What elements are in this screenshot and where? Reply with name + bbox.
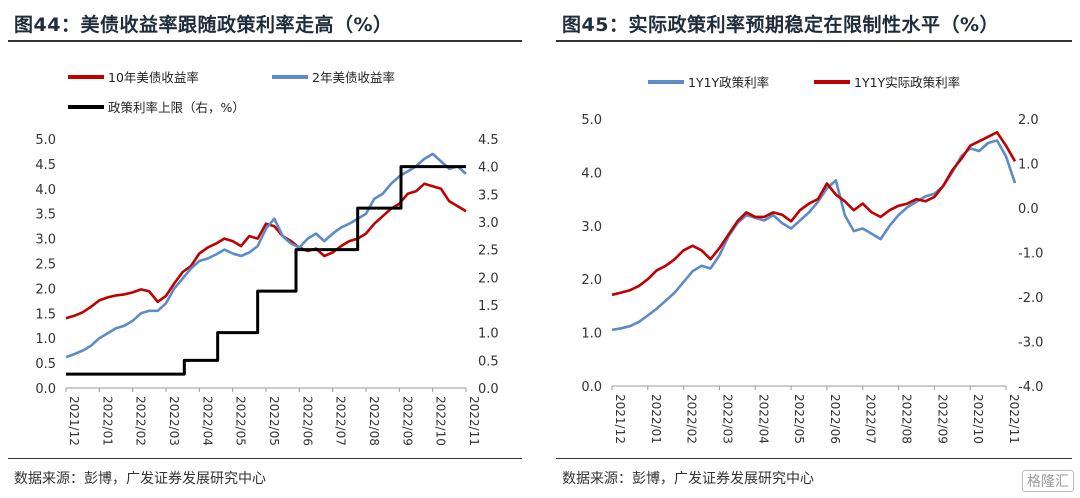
y-right-tick-label: 4.5 bbox=[478, 133, 499, 148]
x-tick-label: 2022/05 bbox=[267, 396, 281, 446]
x-tick-label: 2022/11 bbox=[1007, 394, 1021, 444]
y-left-tick-label: 2.5 bbox=[35, 258, 56, 273]
y-left-tick-label: 5.0 bbox=[581, 113, 602, 128]
title-rule bbox=[8, 40, 522, 42]
legend-label: 1Y1Y政策利率 bbox=[688, 75, 769, 90]
y-right-tick-label: 3.5 bbox=[478, 188, 499, 203]
series-line bbox=[65, 182, 467, 320]
y-left-tick-label: 3.0 bbox=[581, 220, 602, 235]
y-right-tick-label: 1.0 bbox=[478, 327, 499, 342]
y-left-tick-label: 1.0 bbox=[35, 332, 56, 347]
x-tick-label: 2022/07 bbox=[864, 394, 878, 444]
legend-label: 10年美债收益率 bbox=[108, 70, 199, 85]
y-right-tick-label: 2.5 bbox=[478, 244, 499, 259]
left-panel: 图44：美债收益率跟随政策利率走高（%） 0.0 0.5 1.0 1.5 2.0 2.5 3… bbox=[0, 0, 530, 498]
x-tick-label: 2022/03 bbox=[167, 396, 181, 446]
y-left-tick-label: 0.5 bbox=[35, 357, 56, 372]
right-chart: 0.0 1.0 2.0 3.0 4.0 5.0 -4.0 -3.0 -2.0 -1.0 0.0 1.0… bbox=[581, 75, 1043, 444]
source-note: 数据来源：彭博，广发证券发展研究中心 bbox=[562, 471, 814, 487]
x-tick-label: 2022/05 bbox=[792, 394, 806, 444]
y-left-tick-label: 3.0 bbox=[35, 233, 56, 248]
x-tick-label: 2022/05 bbox=[234, 396, 248, 446]
y-left-tick-label: 2.0 bbox=[581, 273, 602, 288]
y-left-tick-label: 4.5 bbox=[35, 158, 56, 173]
x-tick-label: 2022/02 bbox=[685, 394, 699, 444]
legend-label: 政策利率上限（右，%） bbox=[108, 100, 245, 115]
title-rule bbox=[556, 40, 1072, 42]
x-tick-label: 2022/04 bbox=[200, 396, 214, 446]
source-rule bbox=[8, 458, 522, 459]
source-note: 数据来源：彭博，广发证券发展研究中心 bbox=[14, 471, 266, 487]
y-left-tick-label: 2.0 bbox=[35, 282, 56, 297]
chart-title: 图45：实际政策利率预期稳定在限制性水平（%） bbox=[562, 14, 999, 36]
x-tick-label: 2022/08 bbox=[367, 396, 381, 446]
x-tick-label: 2022/02 bbox=[134, 396, 148, 446]
x-tick-label: 2021/12 bbox=[613, 394, 627, 444]
y-right-tick-label: -3.0 bbox=[1018, 336, 1043, 351]
y-right-tick-label: 0.5 bbox=[478, 354, 499, 369]
y-right-tick-label: 0.0 bbox=[1018, 202, 1039, 217]
x-tick-label: 2022/10 bbox=[434, 396, 448, 446]
x-tick-label: 2022/01 bbox=[649, 394, 663, 444]
x-tick-label: 2022/10 bbox=[971, 394, 985, 444]
series-line bbox=[611, 131, 1017, 297]
y-left-tick-label: 3.5 bbox=[35, 208, 56, 223]
x-tick-label: 2022/06 bbox=[300, 396, 314, 446]
y-left-tick-label: 1.5 bbox=[35, 307, 56, 322]
y-right-tick-label: 1.0 bbox=[1018, 158, 1039, 173]
x-tick-label: 2022/09 bbox=[935, 394, 949, 444]
y-right-tick-label: -1.0 bbox=[1018, 247, 1043, 262]
y-left-tick-label: 4.0 bbox=[581, 166, 602, 181]
x-tick-label: 2022/06 bbox=[828, 394, 842, 444]
right-panel: 图45：实际政策利率预期稳定在限制性水平（%） 0.0 1.0 2.0 3.0 4.0 5… bbox=[548, 0, 1080, 498]
y-right-tick-label: 2.0 bbox=[478, 271, 499, 286]
x-tick-label: 2022/11 bbox=[467, 396, 481, 446]
y-right-tick-label: 4.0 bbox=[478, 161, 499, 176]
watermark-logo: 格隆汇 bbox=[1022, 470, 1074, 492]
y-right-tick-label: 0.0 bbox=[478, 382, 499, 397]
source-rule bbox=[556, 458, 1072, 459]
y-right-tick-label: 1.5 bbox=[478, 299, 499, 314]
series-line bbox=[66, 165, 466, 376]
y-right-tick-label: -4.0 bbox=[1018, 380, 1043, 395]
x-tick-label: 2022/08 bbox=[900, 394, 914, 444]
y-right-tick-label: -2.0 bbox=[1018, 291, 1043, 306]
chart-title: 图44：美债收益率跟随政策利率走高（%） bbox=[14, 14, 393, 36]
x-tick-label: 2022/07 bbox=[334, 396, 348, 446]
y-left-tick-label: 0.0 bbox=[35, 382, 56, 397]
x-tick-label: 2022/04 bbox=[756, 394, 770, 444]
x-tick-label: 2021/12 bbox=[67, 396, 81, 446]
y-left-tick-label: 1.0 bbox=[581, 327, 602, 342]
legend-label: 1Y1Y实际政策利率 bbox=[854, 75, 960, 90]
y-right-tick-label: 3.0 bbox=[478, 216, 499, 231]
series-line bbox=[65, 152, 467, 359]
x-tick-label: 2022/01 bbox=[100, 396, 114, 446]
x-tick-label: 2022/03 bbox=[720, 394, 734, 444]
y-right-tick-label: 2.0 bbox=[1018, 113, 1039, 128]
legend-label: 2年美债收益率 bbox=[312, 70, 395, 85]
x-tick-label: 2022/09 bbox=[400, 396, 414, 446]
left-chart: 0.0 0.5 1.0 1.5 2.0 2.5 3.0 3.5 4.0 4.5 5.0 0.0 0.5 1… bbox=[35, 70, 499, 446]
y-left-tick-label: 5.0 bbox=[35, 133, 56, 148]
y-left-tick-label: 0.0 bbox=[581, 380, 602, 395]
y-left-tick-label: 4.0 bbox=[35, 183, 56, 198]
